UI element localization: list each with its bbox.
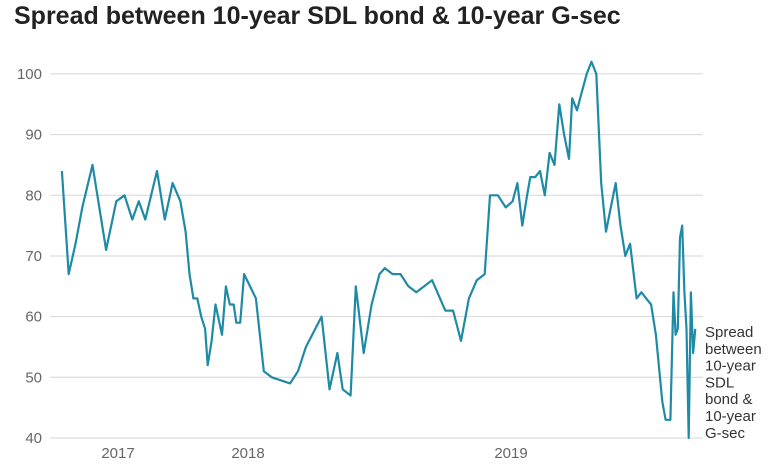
series-label-line: Spread: [705, 324, 753, 341]
series-label-line: between: [705, 341, 762, 358]
y-tick-label: 80: [25, 187, 42, 204]
gridlines: [50, 73, 703, 439]
y-tick-label: 100: [17, 66, 42, 83]
series-layer: [60, 60, 697, 440]
y-tick-label: 50: [25, 369, 42, 386]
y-tick-label: 40: [25, 430, 42, 447]
y-tick-label: 70: [25, 248, 42, 265]
y-tick-label: 90: [25, 127, 42, 144]
series-label-line: 10-year: [705, 358, 756, 375]
series-label-line: 10-year: [705, 408, 756, 425]
series-label-line: G-sec: [705, 425, 746, 442]
series-line: [60, 60, 697, 440]
x-tick-label: 2018: [231, 445, 264, 462]
axis-labels: 40 50 60 70 80 90 100 2017 2018 2019: [17, 66, 528, 462]
series-label-line: SDL: [705, 374, 734, 391]
chart-title: Spread between 10-year SDL bond & 10-yea…: [14, 2, 621, 30]
y-tick-label: 60: [25, 309, 42, 326]
series-label-line: bond &: [705, 391, 753, 408]
x-tick-label: 2019: [494, 445, 527, 462]
x-tick-label: 2017: [101, 445, 134, 462]
